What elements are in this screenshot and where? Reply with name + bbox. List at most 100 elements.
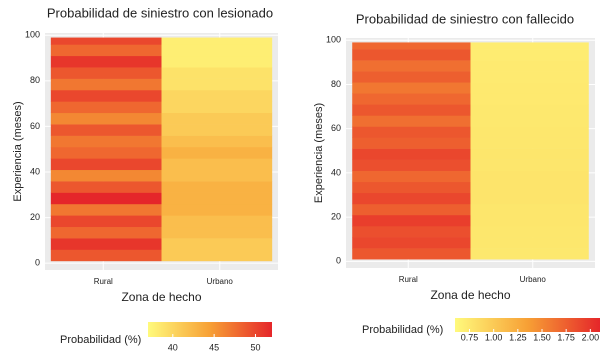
heatmap-cell [50, 158, 162, 171]
heatmap-cell [352, 248, 471, 260]
heatmap-cell [470, 225, 589, 238]
heatmap-cell [352, 214, 471, 227]
heatmap-cell [50, 169, 162, 182]
x-tick-label: Rural [94, 277, 113, 286]
legend-tick-label: 1.00 [485, 332, 503, 342]
heatmap-cell [470, 71, 589, 83]
heatmap-cell [352, 42, 471, 50]
x-tick-label: Urbano [520, 275, 547, 284]
heatmap-cell [50, 55, 162, 68]
heatmap-cell [161, 37, 273, 45]
heatmap-cell [161, 192, 273, 205]
y-tick-label: 60 [30, 121, 40, 131]
heatmap-cell [352, 159, 471, 171]
legend-title: Probabilidad (%) [362, 324, 443, 336]
heatmap-cell [470, 192, 589, 205]
heatmap-cell [161, 158, 273, 171]
heatmap-cell [352, 137, 471, 149]
y-tick-label: 0 [35, 258, 40, 268]
heatmap-cell [50, 89, 162, 102]
heatmap-cell [161, 169, 273, 182]
x-tick-label: Urbano [207, 277, 234, 286]
heatmap-cell [352, 82, 471, 94]
legend-tick-label: 50 [250, 342, 260, 352]
heatmap-cell [470, 137, 589, 149]
heatmap-cell [50, 249, 162, 262]
heatmap-cell [161, 44, 273, 57]
heatmap-cell [161, 124, 273, 136]
heatmap-cell [352, 93, 471, 105]
y-tick-label: 80 [30, 75, 40, 85]
heatmap-cell [50, 124, 162, 136]
y-tick-label: 100 [326, 35, 341, 45]
legend-colorbar [455, 318, 600, 332]
heatmap-cell [352, 71, 471, 83]
chart-title: Probabilidad de siniestro con fallecido [356, 11, 574, 26]
y-tick-label: 20 [331, 212, 341, 222]
x-tick-label: Rural [399, 275, 418, 284]
legend-tick-label: 1.25 [509, 332, 527, 342]
legend-tick-label: 1.75 [557, 332, 575, 342]
heatmap-cell [470, 214, 589, 227]
y-axis-title: Experiencia (meses) [12, 101, 24, 201]
chart-title: Probabilidad de siniestro con lesionado [47, 5, 273, 20]
heatmap-cell [161, 78, 273, 91]
heatmap-cell [161, 203, 273, 216]
y-axis-title: Experiencia (meses) [313, 103, 325, 203]
heatmap-cell [352, 192, 471, 205]
heatmap-cell [161, 146, 273, 159]
heatmap-cell [352, 170, 471, 183]
heatmap-cell [161, 215, 273, 228]
heatmap-cell [50, 67, 162, 79]
heatmap-cell [352, 181, 471, 194]
heatmap-cell [50, 101, 162, 114]
heatmap-cell [470, 159, 589, 171]
heatmap-cell [470, 126, 589, 138]
heatmap-cell [470, 115, 589, 127]
heatmap-cell [161, 55, 273, 68]
x-axis-title: Zona de hecho [430, 288, 510, 302]
heatmap-cell [352, 237, 471, 249]
heatmap-cell [352, 104, 471, 116]
y-tick-label: 60 [331, 123, 341, 133]
heatmap-cell [161, 89, 273, 102]
heatmap-cell [50, 112, 162, 125]
heatmap-cell [161, 238, 273, 250]
heatmap-cell [470, 237, 589, 249]
heatmap-cell [50, 226, 162, 239]
heatmap-cell [470, 60, 589, 72]
heatmap-cell [470, 104, 589, 116]
heatmap-cell [352, 49, 471, 61]
heatmap-cell [50, 181, 162, 193]
heatmap-cell [352, 148, 471, 160]
heatmap-cell [161, 181, 273, 193]
heatmap-cell [352, 60, 471, 72]
heatmap-cell [50, 135, 162, 148]
heatmap-cell [470, 49, 589, 61]
y-tick-label: 0 [336, 256, 341, 266]
y-tick-label: 40 [331, 167, 341, 177]
y-tick-label: 20 [30, 212, 40, 222]
heatmap-cell [50, 215, 162, 228]
heatmap-cell [352, 115, 471, 127]
heatmap-cell [470, 93, 589, 105]
heatmap-cell [161, 112, 273, 125]
heatmap-cell [50, 238, 162, 250]
heatmap-cell [50, 203, 162, 216]
legend-tick-label: 0.75 [461, 332, 479, 342]
heatmap-cell [50, 44, 162, 57]
y-tick-label: 40 [30, 166, 40, 176]
heatmap-cell [50, 146, 162, 159]
legend-colorbar [148, 322, 272, 337]
heatmap-cell [161, 67, 273, 79]
heatmap-cell [161, 101, 273, 114]
x-axis-title: Zona de hecho [121, 290, 201, 304]
legend-tick-label: 1.50 [533, 332, 551, 342]
heatmap-cell [470, 170, 589, 183]
legend-tick-label: 40 [168, 342, 178, 352]
heatmap-cell [470, 248, 589, 260]
heatmap-cell [161, 135, 273, 148]
heatmap-cell [50, 192, 162, 205]
heatmap-cell [352, 225, 471, 238]
